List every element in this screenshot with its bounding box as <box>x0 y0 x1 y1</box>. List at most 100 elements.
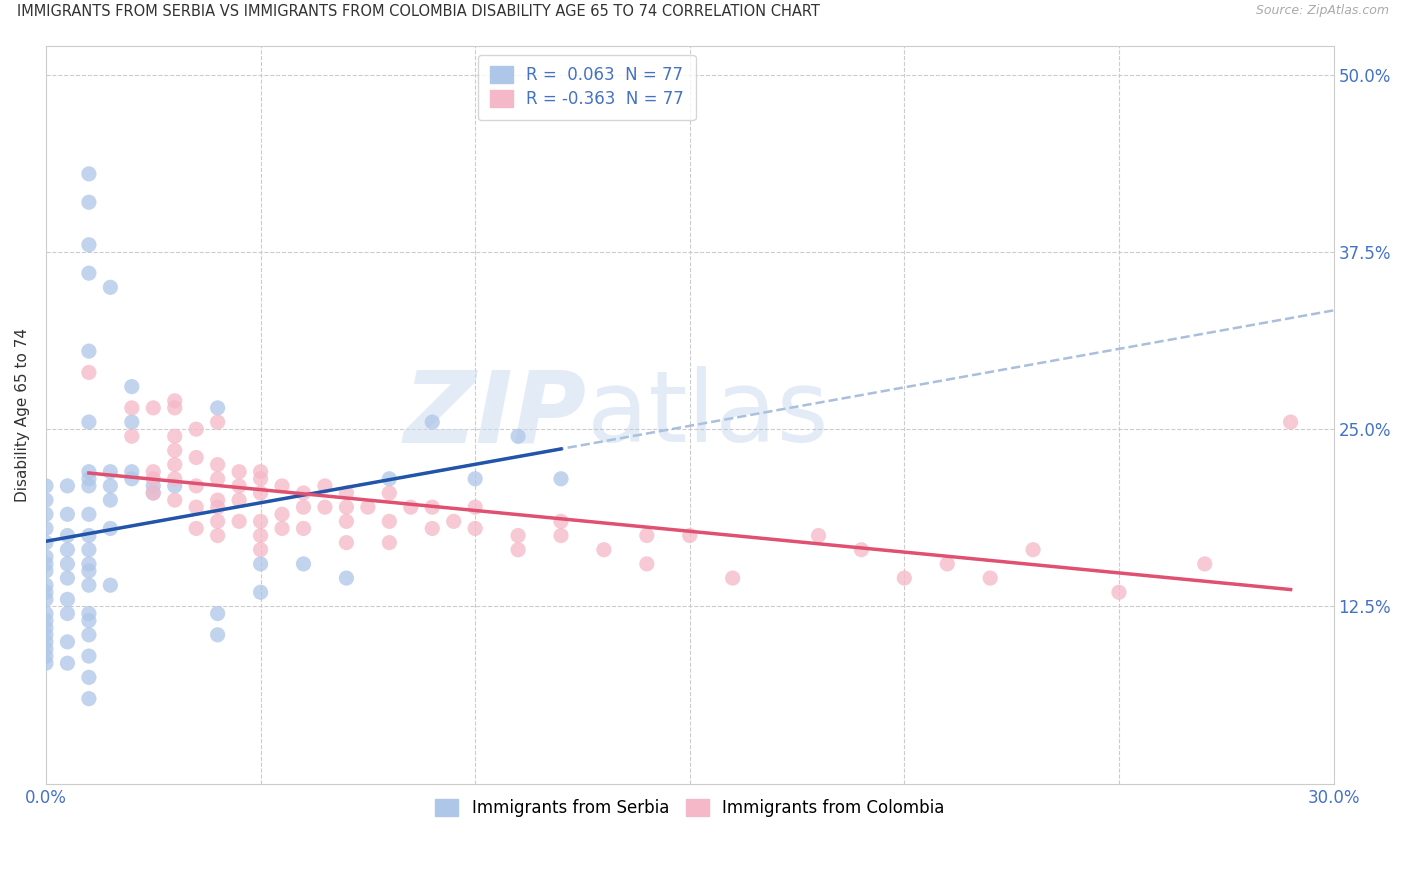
Point <box>186 500 208 515</box>
Point <box>163 429 186 443</box>
Point <box>207 415 229 429</box>
Point <box>420 415 443 429</box>
Point <box>186 479 208 493</box>
Point <box>98 493 121 508</box>
Point <box>550 514 572 528</box>
Point <box>77 479 100 493</box>
Point <box>679 528 702 542</box>
Point <box>77 167 100 181</box>
Point <box>207 628 229 642</box>
Point <box>636 528 658 542</box>
Point <box>420 500 443 515</box>
Point <box>35 614 58 628</box>
Point <box>35 621 58 635</box>
Point <box>35 578 58 592</box>
Point <box>1108 585 1130 599</box>
Point <box>56 508 79 522</box>
Point <box>142 472 165 486</box>
Point <box>249 472 271 486</box>
Point <box>35 549 58 564</box>
Point <box>98 465 121 479</box>
Point <box>77 195 100 210</box>
Point <box>56 656 79 670</box>
Point <box>35 592 58 607</box>
Point <box>464 500 486 515</box>
Point <box>420 521 443 535</box>
Point <box>163 479 186 493</box>
Point <box>314 500 336 515</box>
Point <box>142 465 165 479</box>
Point <box>335 535 357 549</box>
Point <box>228 465 250 479</box>
Point <box>1279 415 1302 429</box>
Point <box>98 521 121 535</box>
Point <box>98 479 121 493</box>
Point <box>35 479 58 493</box>
Point <box>207 514 229 528</box>
Point <box>292 486 315 500</box>
Point <box>314 479 336 493</box>
Point <box>721 571 744 585</box>
Point <box>56 607 79 621</box>
Point <box>77 528 100 542</box>
Point <box>56 528 79 542</box>
Point <box>142 486 165 500</box>
Point <box>249 528 271 542</box>
Point <box>292 521 315 535</box>
Point <box>35 585 58 599</box>
Point <box>207 401 229 415</box>
Point <box>357 500 380 515</box>
Point <box>378 486 401 500</box>
Point <box>142 401 165 415</box>
Point <box>249 514 271 528</box>
Point <box>35 564 58 578</box>
Point <box>851 542 873 557</box>
Point <box>378 535 401 549</box>
Point <box>121 379 143 393</box>
Point <box>378 514 401 528</box>
Point <box>56 542 79 557</box>
Point <box>77 472 100 486</box>
Point <box>35 628 58 642</box>
Point <box>35 521 58 535</box>
Text: IMMIGRANTS FROM SERBIA VS IMMIGRANTS FROM COLOMBIA DISABILITY AGE 65 TO 74 CORRE: IMMIGRANTS FROM SERBIA VS IMMIGRANTS FRO… <box>17 4 820 20</box>
Point <box>121 401 143 415</box>
Point <box>77 649 100 664</box>
Point <box>142 479 165 493</box>
Point <box>35 508 58 522</box>
Point <box>207 607 229 621</box>
Point <box>56 592 79 607</box>
Point <box>163 443 186 458</box>
Point <box>77 237 100 252</box>
Point <box>636 557 658 571</box>
Point <box>207 472 229 486</box>
Point <box>335 514 357 528</box>
Point <box>335 500 357 515</box>
Point <box>292 500 315 515</box>
Point <box>163 458 186 472</box>
Point <box>207 528 229 542</box>
Point <box>77 542 100 557</box>
Point <box>335 486 357 500</box>
Point <box>77 415 100 429</box>
Point <box>506 429 529 443</box>
Point <box>936 557 959 571</box>
Point <box>443 514 465 528</box>
Text: ZIP: ZIP <box>404 367 586 464</box>
Point <box>1022 542 1045 557</box>
Point <box>271 508 294 522</box>
Point <box>56 479 79 493</box>
Point <box>506 542 529 557</box>
Point <box>163 472 186 486</box>
Point <box>35 535 58 549</box>
Point <box>228 479 250 493</box>
Point <box>979 571 1001 585</box>
Point <box>335 571 357 585</box>
Point <box>35 656 58 670</box>
Point <box>77 578 100 592</box>
Point <box>77 344 100 359</box>
Point <box>77 607 100 621</box>
Point <box>77 614 100 628</box>
Point <box>56 571 79 585</box>
Point <box>593 542 616 557</box>
